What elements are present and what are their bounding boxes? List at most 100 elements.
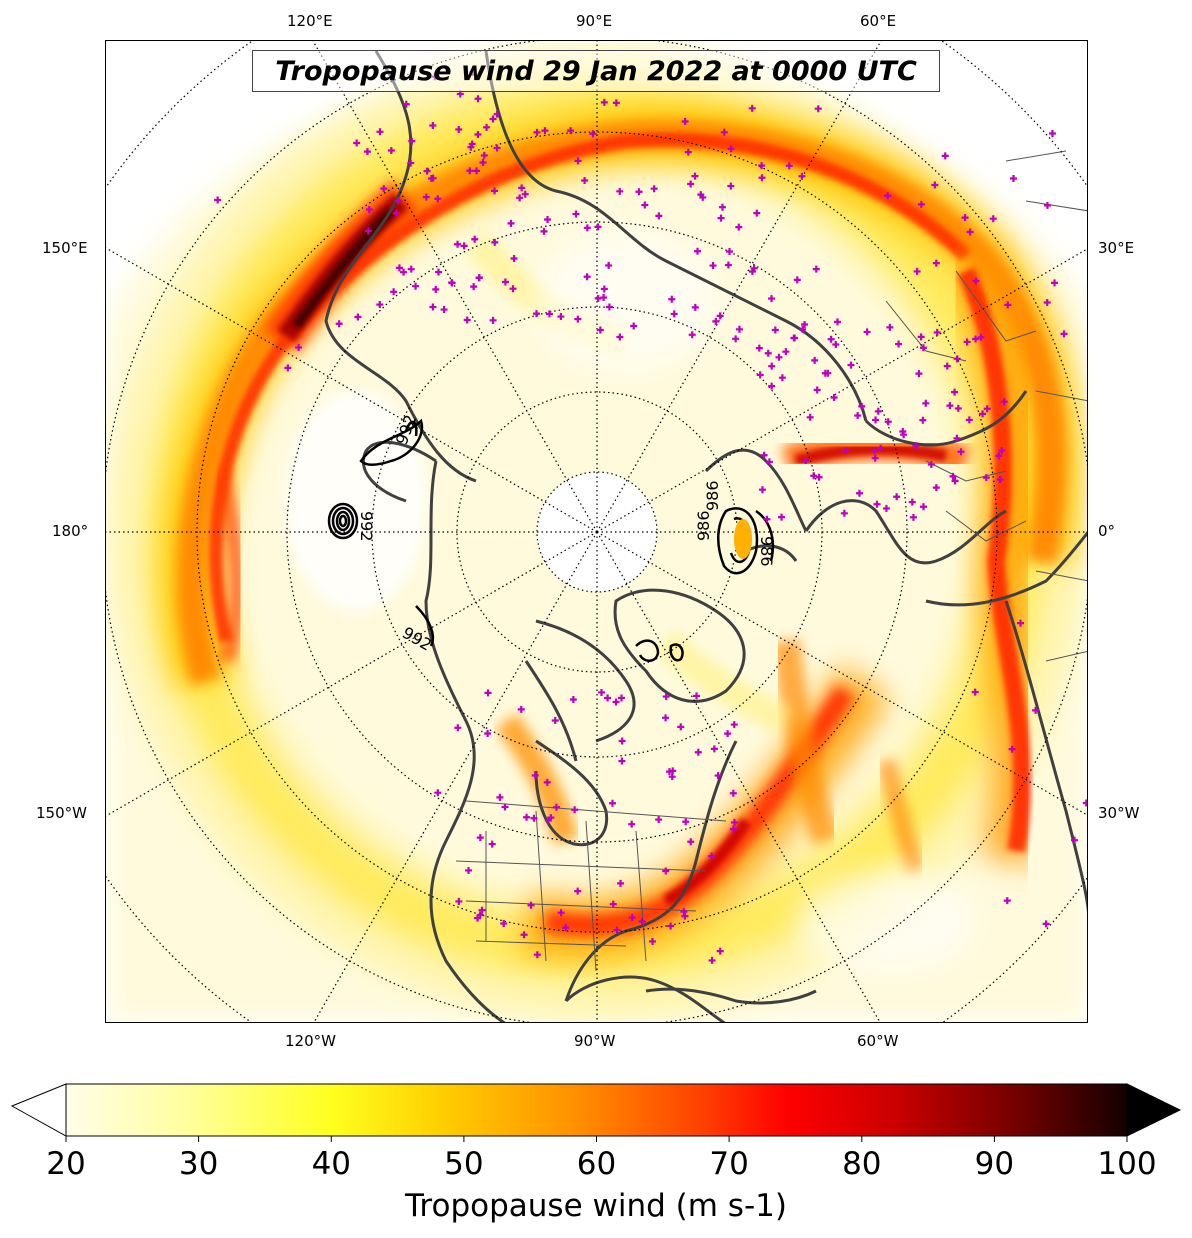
station-marker — [915, 370, 923, 378]
station-marker — [932, 259, 940, 267]
station-marker — [895, 340, 903, 348]
station-marker — [1051, 279, 1059, 287]
station-marker — [1009, 174, 1017, 182]
station-marker — [949, 472, 957, 480]
station-marker — [750, 264, 758, 272]
station-marker — [815, 473, 823, 481]
lon-label-bottom-3: 60°W — [857, 1032, 899, 1050]
station-marker — [763, 515, 771, 523]
station-marker — [872, 416, 880, 424]
station-marker — [474, 95, 482, 103]
station-marker — [491, 238, 499, 246]
station-marker — [608, 799, 616, 807]
station-marker — [961, 214, 969, 222]
station-marker — [394, 197, 402, 205]
station-marker — [963, 338, 971, 346]
colorbar-tick-label: 60 — [576, 1146, 617, 1182]
station-marker — [473, 167, 481, 175]
station-marker — [832, 340, 840, 348]
station-marker — [720, 128, 728, 136]
station-marker — [681, 118, 689, 126]
station-marker — [912, 442, 920, 450]
colorbar-extend-max — [1126, 1083, 1182, 1137]
station-marker — [527, 901, 535, 909]
station-marker — [501, 803, 509, 811]
station-marker — [801, 320, 809, 328]
station-marker — [569, 695, 577, 703]
station-marker — [710, 745, 718, 753]
coastlines — [324, 50, 1087, 1022]
station-marker — [717, 214, 725, 222]
station-marker — [488, 840, 496, 848]
station-marker — [729, 789, 737, 797]
station-marker — [543, 778, 551, 786]
station-marker — [830, 393, 838, 401]
station-marker — [493, 144, 501, 152]
station-marker — [983, 405, 991, 413]
station-marker — [650, 185, 658, 193]
station-marker — [858, 402, 866, 410]
station-marker — [900, 431, 908, 439]
station-marker — [612, 698, 620, 706]
station-marker — [996, 476, 1004, 484]
station-marker — [594, 223, 602, 231]
station-marker — [480, 151, 488, 159]
station-marker — [509, 285, 517, 293]
station-marker — [455, 125, 463, 133]
station-marker — [432, 285, 440, 293]
station-marker — [448, 279, 456, 287]
station-marker — [917, 333, 925, 341]
station-marker — [814, 105, 822, 113]
map-panel: 992 992 992 986 986 986 — [105, 40, 1088, 1023]
colorbar-tick-label: 70 — [709, 1146, 749, 1182]
station-marker — [724, 730, 732, 738]
station-marker — [489, 316, 497, 324]
station-marker — [982, 474, 990, 482]
station-marker — [718, 203, 726, 211]
lon-label-top-1: 120°E — [287, 12, 333, 30]
station-marker — [454, 240, 462, 248]
station-marker — [1048, 130, 1056, 138]
station-marker — [380, 185, 388, 193]
station-marker — [871, 454, 879, 462]
station-marker — [662, 867, 670, 875]
station-marker — [604, 694, 612, 702]
lon-label-left-2: 180° — [52, 522, 89, 540]
station-marker — [523, 813, 531, 821]
station-marker — [827, 335, 835, 343]
station-marker — [547, 814, 555, 822]
map-title-box: Tropopause wind 29 Jan 2022 at 0000 UTC — [252, 50, 940, 92]
station-marker — [1043, 201, 1051, 209]
station-marker — [392, 209, 400, 217]
low-center-fill — [734, 519, 752, 559]
political-borders — [455, 150, 1087, 972]
station-marker — [612, 99, 620, 107]
station-marker — [730, 818, 738, 826]
station-marker — [886, 323, 894, 331]
station-marker — [618, 737, 626, 745]
station-marker — [684, 148, 692, 156]
station-marker — [557, 909, 565, 917]
station-marker — [932, 484, 940, 492]
station-marker — [833, 318, 841, 326]
station-marker — [688, 331, 696, 339]
station-marker — [758, 486, 766, 494]
station-marker — [541, 127, 549, 135]
station-marker — [972, 277, 980, 285]
station-marker — [847, 361, 855, 369]
station-marker — [946, 402, 954, 410]
station-marker — [628, 914, 636, 922]
station-marker — [408, 137, 416, 145]
lon-label-right-3: 30°W — [1098, 804, 1140, 822]
station-marker — [407, 159, 415, 167]
station-marker — [353, 139, 361, 147]
station-marker — [954, 404, 962, 412]
station-marker — [641, 201, 649, 209]
station-marker — [516, 194, 524, 202]
station-marker — [1060, 330, 1068, 338]
station-marker — [813, 386, 821, 394]
station-marker — [1000, 398, 1008, 406]
station-marker — [748, 104, 756, 112]
station-marker — [811, 356, 819, 364]
station-marker — [496, 793, 504, 801]
